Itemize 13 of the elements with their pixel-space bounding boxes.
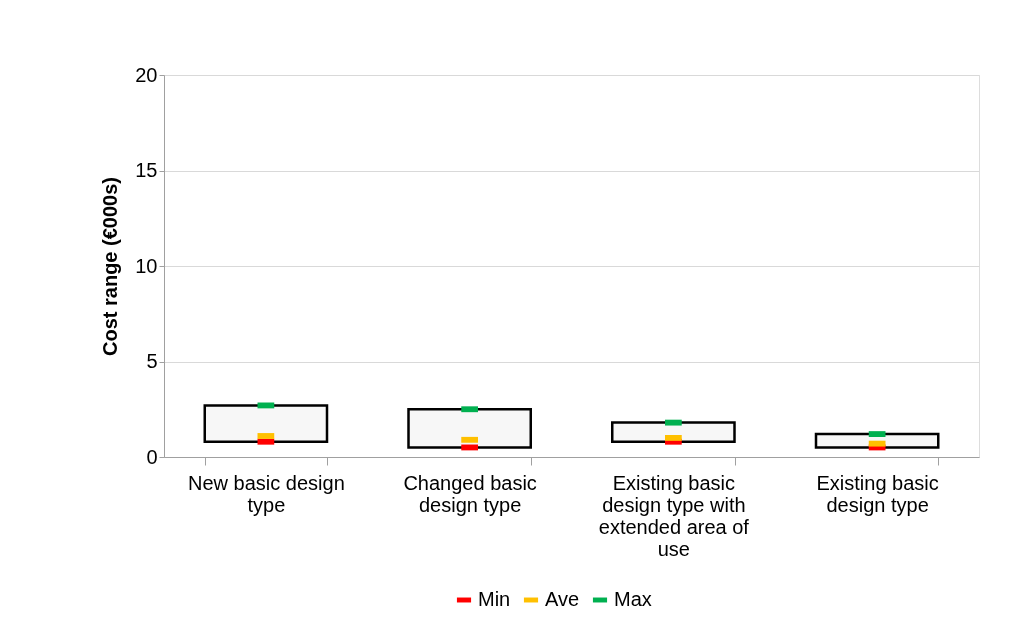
legend-label: Min [478,588,511,610]
x-tick-label: Existing basic design type with extended area of use [598,471,750,560]
y-tick-label: 20 [135,63,158,86]
x-tick-label: New basic design type [188,471,345,516]
y-tick-label: 15 [135,159,158,181]
y-axis-title: Cost range (€000s) [99,177,122,356]
y-tick-label: 0 [146,445,158,468]
y-tick-label: 10 [135,254,158,277]
legend-label: Ave [545,588,580,610]
x-tick-label: Existing basic design type [816,471,939,516]
x-tick-label: Changed basic design type [403,471,537,516]
legend-label: Max [614,588,652,610]
y-tick-label: 5 [146,350,158,372]
